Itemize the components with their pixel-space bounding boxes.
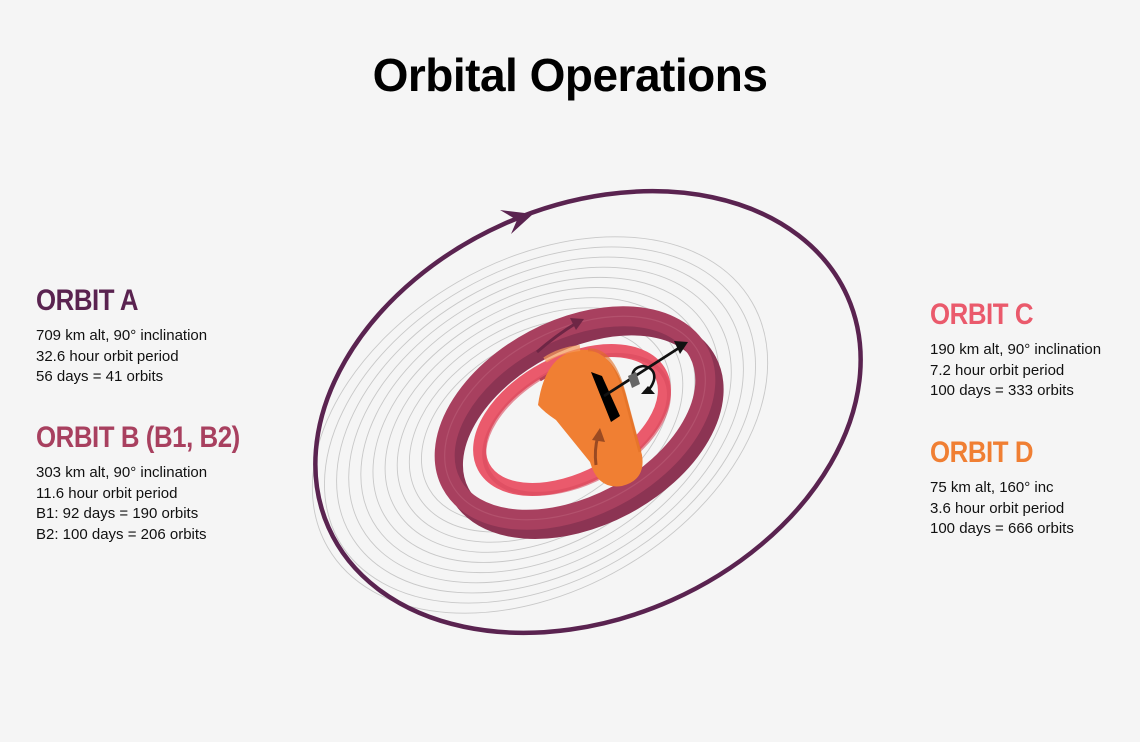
orbit-a-direction-arrow [500,210,533,234]
rotation-icon-arrowhead [641,386,655,394]
orbit-d-period: 3.6 hour orbit period [930,499,1065,517]
rotation-axis-arrow [603,344,683,398]
orbit-d-band [538,345,643,487]
page-title: Orbital Operations [372,49,768,101]
body-ring [360,276,720,574]
orbit-b1-duration: B1: 92 days = 190 orbits [36,505,199,522]
orbit-b-period: 11.6 hour orbit period [36,484,178,502]
orbit-c-duration: 100 days = 333 orbits [930,382,1074,399]
orbit-c-info: ORBIT C 190 km alt, 90° inclination 7.2 … [930,298,1140,402]
orbit-a-heading: ORBIT A [36,284,139,317]
orbit-c-altitude: 190 km alt, 90° inclination [930,341,1102,358]
orbit-a-path [313,188,863,636]
orbit-d-heading: ORBIT D [930,436,1034,469]
orbit-b2-duration: B2: 100 days = 206 orbits [36,525,207,543]
orbit-b-heading: ORBIT B (B1, B2) [36,421,240,454]
orbit-a-altitude: 709 km alt, 90° inclination [36,327,208,344]
orbit-c-period: 7.2 hour orbit period [930,361,1065,379]
orbit-d-altitude: 75 km alt, 160° inc [930,479,1054,496]
body-ring [324,246,756,604]
orbit-b-info: ORBIT B (B1, B2) 303 km alt, 90° inclina… [36,421,336,545]
central-marker [591,372,620,422]
orbit-d-arrowhead [592,428,605,442]
axis-base-mark [628,372,640,388]
rotation-icon [631,364,656,394]
orbit-a-info: ORBIT A 709 km alt, 90° inclination 32.6… [36,284,336,388]
body-ring [396,307,684,543]
orbit-b-arrowhead [570,318,584,330]
orbit-d-info: ORBIT D 75 km alt, 160° inc 3.6 hour orb… [930,436,1140,540]
rotation-axis-arrowhead [674,341,688,354]
orbit-b-altitude: 303 km alt, 90° inclination [36,464,208,481]
body-ring [311,236,769,614]
body-ring [336,256,744,594]
orbit-a-period: 32.6 hour orbit period [36,347,179,365]
orbit-c-heading: ORBIT C [930,298,1034,331]
orbit-a-duration: 56 days = 41 orbits [36,368,164,385]
orbit-d-duration: 100 days = 666 orbits [930,520,1074,537]
body-ring [348,266,732,584]
